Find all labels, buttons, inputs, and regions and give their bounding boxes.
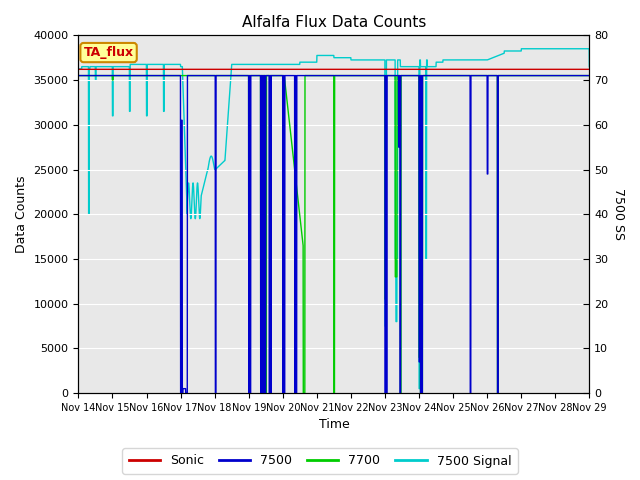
7500 bbox=[586, 72, 593, 78]
7500 bbox=[520, 72, 528, 78]
Line: 7500 Signal: 7500 Signal bbox=[79, 49, 589, 389]
7500 Signal bbox=[133, 61, 141, 67]
Sonic bbox=[586, 66, 593, 72]
7500 bbox=[177, 390, 184, 396]
7700 bbox=[133, 72, 141, 78]
7700 bbox=[245, 390, 253, 396]
7500 Signal bbox=[75, 66, 83, 72]
7500 Signal bbox=[415, 386, 423, 392]
7500 Signal bbox=[271, 61, 278, 67]
X-axis label: Time: Time bbox=[319, 419, 349, 432]
7500 bbox=[293, 390, 301, 396]
7700 bbox=[75, 72, 83, 78]
7500 bbox=[271, 72, 278, 78]
Sonic bbox=[163, 66, 171, 72]
7500 Signal bbox=[576, 46, 584, 52]
Text: TA_flux: TA_flux bbox=[83, 46, 134, 59]
Sonic bbox=[271, 66, 278, 72]
Line: 7500: 7500 bbox=[79, 75, 589, 393]
Legend: Sonic, 7500, 7700, 7500 Signal: Sonic, 7500, 7700, 7500 Signal bbox=[122, 448, 518, 474]
Y-axis label: Data Counts: Data Counts bbox=[15, 176, 28, 253]
7700 bbox=[163, 72, 171, 78]
7500 bbox=[133, 72, 141, 78]
7500 bbox=[163, 72, 171, 78]
Sonic bbox=[520, 66, 528, 72]
7500 bbox=[575, 72, 583, 78]
7700 bbox=[575, 72, 583, 78]
7500 Signal bbox=[518, 46, 525, 52]
7700 bbox=[520, 72, 528, 78]
7700 bbox=[271, 72, 278, 78]
7500 Signal bbox=[292, 61, 300, 67]
7500 bbox=[75, 72, 83, 78]
7500 Signal bbox=[521, 46, 529, 52]
7700 bbox=[586, 72, 593, 78]
Sonic bbox=[75, 66, 83, 72]
7500 Signal bbox=[163, 61, 171, 67]
7500 Signal bbox=[586, 64, 593, 70]
Line: 7700: 7700 bbox=[79, 75, 589, 393]
Sonic bbox=[575, 66, 583, 72]
Y-axis label: 7500 SS: 7500 SS bbox=[612, 188, 625, 240]
7700 bbox=[293, 184, 301, 190]
Title: Alfalfa Flux Data Counts: Alfalfa Flux Data Counts bbox=[242, 15, 426, 30]
Sonic bbox=[292, 66, 300, 72]
Sonic bbox=[133, 66, 141, 72]
